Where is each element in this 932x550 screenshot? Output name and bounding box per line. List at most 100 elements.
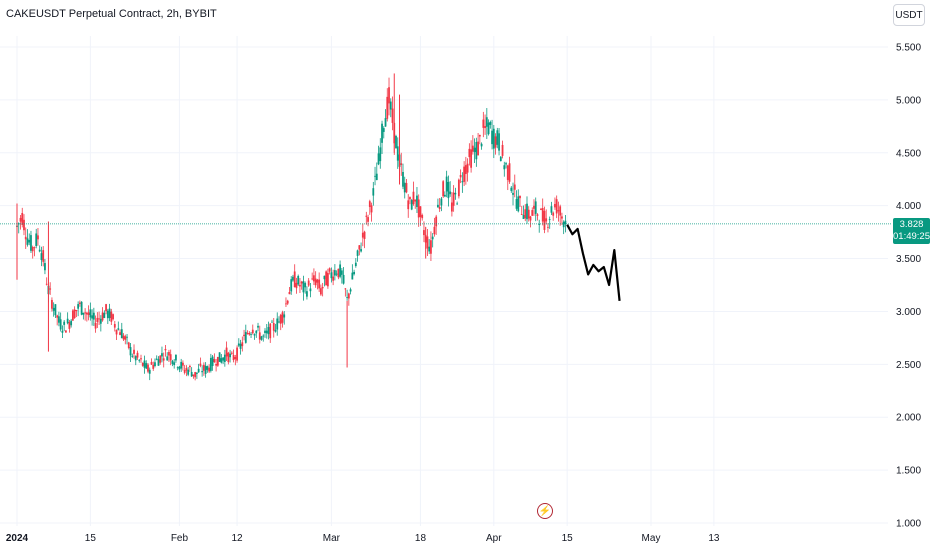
candle-body bbox=[524, 209, 527, 219]
candle-body bbox=[173, 362, 176, 366]
candle-body bbox=[122, 335, 125, 340]
candle-body bbox=[19, 217, 22, 222]
candle-body bbox=[533, 205, 535, 209]
candle-body bbox=[127, 342, 130, 348]
candle-body bbox=[510, 187, 513, 191]
candle-body bbox=[333, 270, 336, 276]
candle-body bbox=[45, 283, 48, 285]
candle-body bbox=[70, 320, 73, 326]
candle-body bbox=[239, 343, 242, 349]
y-tick-label: 2.000 bbox=[896, 413, 921, 424]
candle-body bbox=[265, 330, 268, 334]
candle-body bbox=[155, 358, 158, 360]
candle-body bbox=[522, 215, 525, 220]
candle-body bbox=[56, 315, 59, 318]
candle-body bbox=[213, 359, 216, 363]
candle-body bbox=[405, 183, 408, 193]
lightning-icon[interactable]: ⚡ bbox=[537, 503, 553, 519]
candle-body bbox=[409, 197, 411, 200]
candle-body bbox=[482, 119, 485, 128]
candle-body bbox=[98, 318, 100, 320]
candle-body bbox=[506, 165, 509, 180]
candle-body bbox=[402, 171, 404, 187]
candle-body bbox=[94, 322, 97, 329]
candle-body bbox=[428, 246, 431, 252]
candle-body bbox=[463, 166, 466, 182]
candle-body bbox=[370, 205, 373, 213]
candle-body bbox=[197, 368, 200, 373]
x-tick-label: Apr bbox=[486, 533, 502, 544]
candle-body bbox=[49, 288, 52, 290]
candle-body bbox=[534, 201, 537, 214]
candle-body bbox=[171, 360, 174, 364]
candle-body bbox=[202, 364, 205, 371]
candle-body bbox=[161, 353, 163, 357]
candle-body bbox=[91, 315, 94, 319]
candle-body bbox=[272, 323, 275, 331]
candle-body bbox=[320, 288, 322, 295]
candle-body bbox=[52, 307, 55, 311]
candle-body bbox=[283, 314, 286, 318]
candle-body bbox=[456, 203, 459, 205]
candle-body bbox=[541, 208, 544, 222]
candle-body bbox=[222, 357, 224, 361]
candle-body bbox=[323, 275, 326, 280]
candle-body bbox=[457, 179, 460, 197]
candle-body bbox=[234, 357, 237, 359]
candle-body bbox=[176, 367, 179, 369]
candle-body bbox=[505, 163, 507, 165]
candle-body bbox=[33, 247, 36, 249]
candle-body bbox=[489, 121, 492, 125]
y-tick-label: 4.000 bbox=[896, 201, 921, 212]
candle-body bbox=[512, 192, 514, 195]
candle-body bbox=[182, 362, 184, 366]
candle-body bbox=[115, 329, 118, 335]
candle-body bbox=[105, 304, 107, 312]
candle-body bbox=[295, 282, 298, 289]
candle-body bbox=[180, 361, 183, 369]
candle-body bbox=[363, 231, 366, 239]
candle-body bbox=[377, 153, 380, 165]
candle-body bbox=[475, 141, 478, 160]
candle-body bbox=[347, 293, 350, 299]
candle-body bbox=[438, 206, 441, 209]
candle-body bbox=[216, 356, 219, 366]
candle-body bbox=[508, 163, 511, 182]
candle-body bbox=[148, 369, 151, 374]
candle-body bbox=[400, 163, 403, 165]
candle-body bbox=[286, 300, 289, 304]
y-tick-label: 5.500 bbox=[896, 43, 921, 54]
candle-body bbox=[143, 360, 146, 368]
y-axis: 5.500 5.000 4.500 4.000 3.500 3.000 2.500 2.000… bbox=[896, 43, 921, 530]
candle-body bbox=[529, 216, 532, 221]
candle-body bbox=[313, 275, 315, 282]
candle-body bbox=[328, 268, 331, 272]
x-tick-label: 15 bbox=[562, 533, 574, 544]
candle-body bbox=[23, 219, 25, 231]
candle-body bbox=[59, 319, 62, 330]
x-tick-label: May bbox=[642, 533, 661, 544]
candle-body bbox=[145, 363, 148, 369]
candle-body bbox=[185, 368, 188, 371]
y-tick-label: 3.000 bbox=[896, 307, 921, 318]
candle-body bbox=[344, 288, 347, 290]
candle-body bbox=[304, 283, 307, 288]
candle-body bbox=[407, 200, 410, 210]
candle-body bbox=[389, 101, 392, 110]
candle-body bbox=[89, 309, 92, 318]
x-axis: 2024 15 Feb 12 Mar 18 Apr 15 May 13 bbox=[6, 533, 720, 544]
candle-body bbox=[293, 271, 296, 287]
candle-body bbox=[162, 358, 165, 361]
candle-body bbox=[54, 304, 57, 316]
candle-body bbox=[87, 312, 90, 315]
currency-button[interactable]: USDT bbox=[893, 4, 925, 26]
candle-body bbox=[255, 330, 258, 334]
candle-body bbox=[232, 354, 235, 361]
candle-body bbox=[484, 126, 486, 129]
candle-body bbox=[150, 361, 153, 365]
candle-body bbox=[325, 271, 328, 286]
y-tick-label: 1.500 bbox=[896, 466, 921, 477]
candle-body bbox=[494, 136, 497, 148]
candle-body bbox=[218, 352, 221, 362]
